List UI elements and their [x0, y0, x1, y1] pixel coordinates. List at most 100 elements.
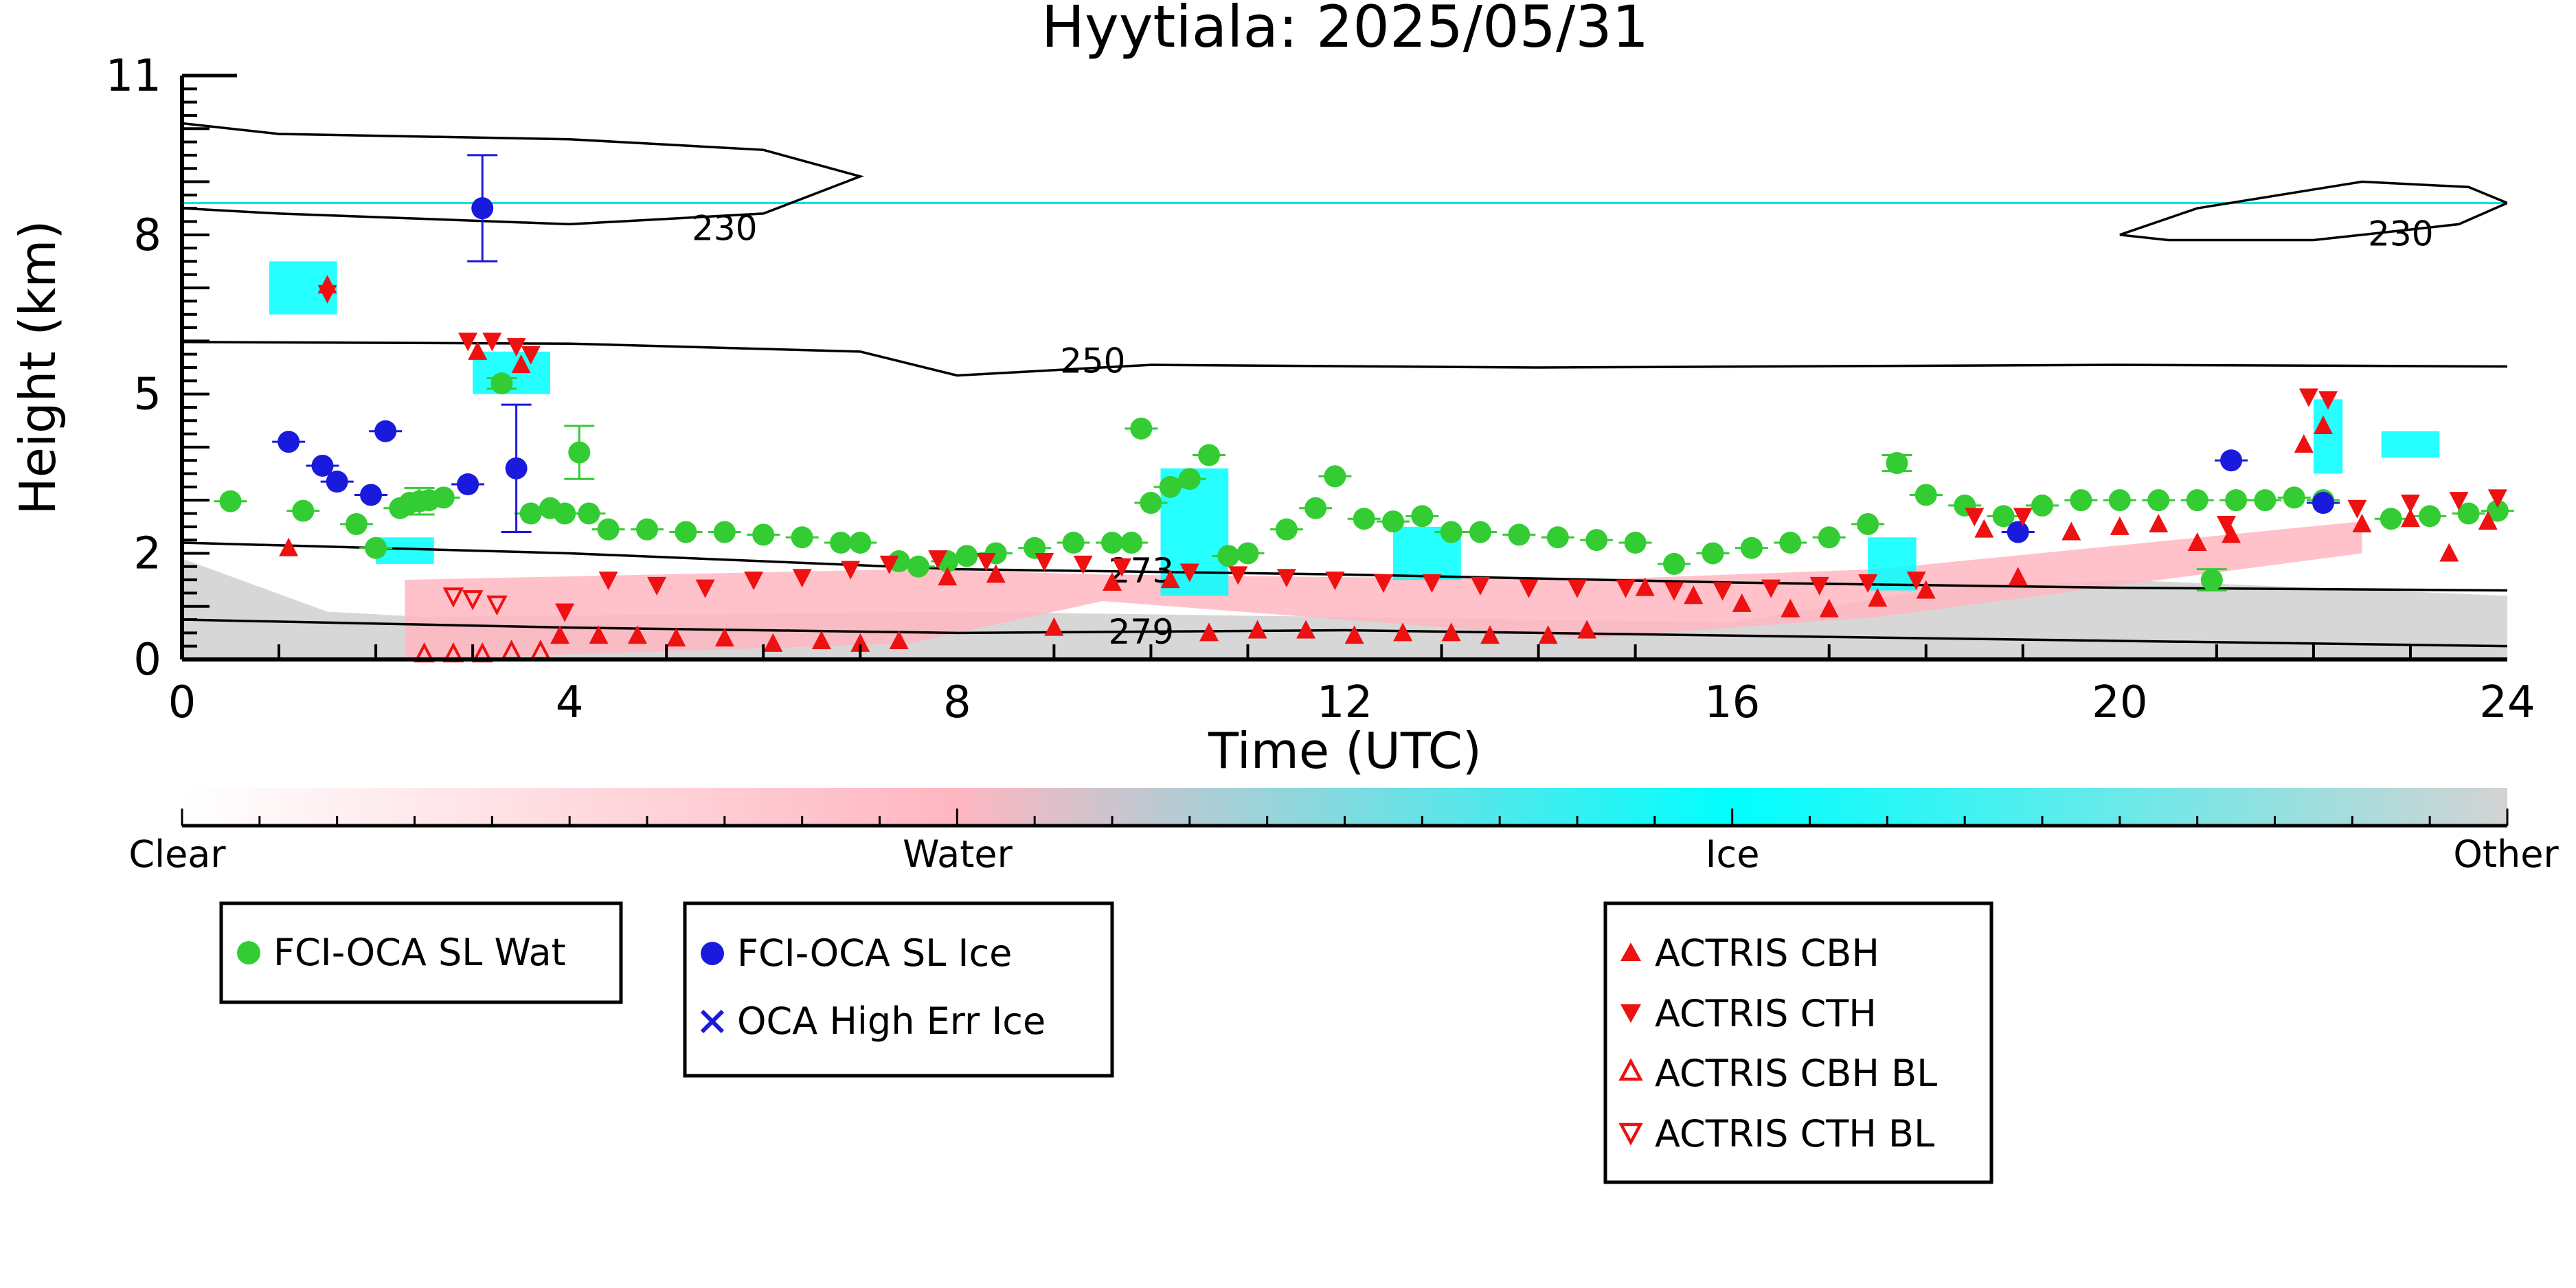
marker-cbh	[1160, 569, 1180, 589]
marker-cth	[1073, 555, 1093, 574]
marker-cth-bl	[486, 595, 508, 616]
marker-circle	[2312, 492, 2335, 515]
marker-circle	[1857, 512, 1879, 535]
marker-cbh	[2110, 516, 2129, 535]
marker-cbh	[1916, 580, 1936, 599]
marker-cth	[2400, 495, 2420, 514]
marker-cbh	[850, 633, 870, 652]
marker-cbh	[2061, 521, 2081, 541]
marker-circle	[1469, 521, 1491, 543]
marker-circle	[2419, 505, 2441, 528]
marker-cth	[2216, 515, 2236, 534]
marker-circle	[713, 521, 736, 543]
y-tick-label: 0	[133, 635, 161, 686]
colorbar-label-other: Other	[2453, 833, 2559, 876]
colorbar: Clear Water Ice Other	[128, 788, 2559, 876]
legend-label-oca-high-err: OCA High Err Ice	[737, 999, 1046, 1043]
marker-circle	[1546, 526, 1569, 549]
marker-circle	[2225, 489, 2248, 512]
marker-circle	[1120, 532, 1143, 554]
marker-cbh	[666, 628, 686, 647]
marker-circle	[1411, 505, 1434, 528]
marker-cbh	[714, 628, 734, 647]
marker-circle	[675, 521, 697, 543]
legend-label-actris-cth-bl: ACTRIS CTH BL	[1655, 1112, 1934, 1155]
marker-cbh	[889, 630, 909, 649]
marker-circle	[1508, 523, 1530, 546]
isotherm-line	[182, 341, 2507, 377]
marker-circle	[956, 545, 978, 567]
marker-cth	[879, 555, 899, 574]
colorbar-label-clear: Clear	[128, 833, 226, 876]
marker-circle	[2186, 489, 2208, 512]
classification-background	[182, 201, 2507, 659]
marker-circle	[1440, 521, 1462, 543]
marker-cth	[1112, 558, 1132, 577]
marker-cbh	[1635, 577, 1655, 596]
marker-circle	[1663, 552, 1686, 575]
ice-class-patch	[2381, 431, 2440, 458]
marker-cbh	[550, 625, 570, 644]
marker-cbh	[511, 354, 531, 374]
marker-cth	[1761, 579, 1781, 598]
legend-label-actris-cth: ACTRIS CTH	[1655, 992, 1877, 1035]
legend-marker-actris-cbh	[1620, 942, 1641, 961]
marker-circle	[554, 502, 576, 525]
marker-circle	[568, 441, 591, 464]
x-tick-label: 16	[1704, 677, 1760, 728]
marker-cth	[458, 332, 478, 352]
y-axis-label: Height (km)	[9, 221, 67, 515]
marker-cth	[1965, 508, 1985, 527]
marker-circle	[345, 512, 368, 535]
marker-cth	[976, 553, 996, 572]
marker-cth	[521, 346, 541, 365]
marker-cbh	[1199, 622, 1219, 642]
marker-cbh	[1296, 620, 1316, 639]
x-tick-label: 4	[556, 677, 584, 728]
marker-circle	[1140, 492, 1162, 515]
marker-circle	[849, 532, 872, 554]
marker-cth	[1470, 576, 1490, 596]
marker-circle	[1324, 465, 1346, 488]
marker-circle	[1624, 532, 1647, 554]
marker-cbh	[1480, 625, 1500, 644]
isotherm-line	[2119, 180, 2507, 242]
marker-circle	[505, 457, 528, 479]
marker-circle	[1062, 532, 1085, 554]
marker-circle	[830, 532, 852, 554]
marker-cth	[1616, 579, 1636, 598]
x-axis-label: Time (UTC)	[1208, 722, 1482, 780]
legend-label-fci-oca-wat: FCI-OCA SL Wat	[273, 931, 566, 974]
marker-cbh	[1684, 585, 1704, 605]
marker-cth	[1422, 574, 1442, 593]
legend-marker-actris-cth	[1620, 1004, 1641, 1023]
marker-cbh	[1819, 598, 1839, 618]
isotherm-line	[182, 122, 864, 226]
marker-cbh	[1344, 625, 1364, 644]
marker-cbh	[763, 633, 783, 652]
marker-cbh	[1538, 625, 1558, 644]
marker-circle	[2254, 489, 2276, 512]
isotherm-label: 230	[2368, 214, 2433, 253]
marker-circle	[1198, 444, 1221, 466]
y-tick-label: 8	[133, 210, 161, 261]
marker-circle	[2283, 486, 2305, 509]
marker-cbh	[1441, 622, 1461, 642]
marker-cth	[2449, 492, 2469, 511]
marker-circle	[1178, 468, 1201, 490]
isotherm-label: 230	[692, 209, 757, 249]
y-tick-label: 2	[133, 528, 161, 579]
marker-circle	[2070, 489, 2092, 512]
x-tick-label: 12	[1317, 677, 1372, 728]
marker-circle	[2457, 502, 2480, 525]
marker-cbh	[2439, 543, 2459, 562]
marker-cth	[1325, 572, 1345, 591]
marker-cth	[1519, 579, 1539, 598]
colorbar-ticks	[181, 809, 2509, 826]
marker-cbh	[2400, 508, 2420, 528]
marker-circle	[457, 473, 479, 495]
marker-cbh	[627, 625, 647, 644]
marker-cth	[1809, 576, 1829, 596]
marker-circle	[636, 518, 658, 541]
